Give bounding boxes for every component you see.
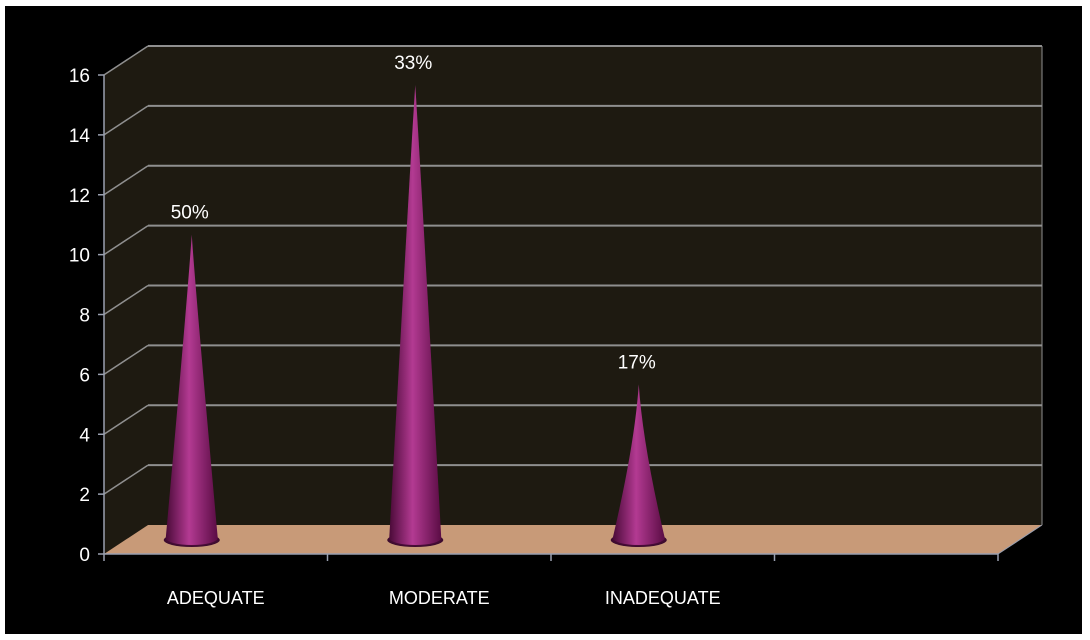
gridlines bbox=[103, 45, 1043, 525]
gridline-side bbox=[103, 344, 149, 376]
gridline-side bbox=[103, 404, 149, 435]
axes bbox=[98, 74, 1043, 561]
cone-bar bbox=[165, 234, 218, 545]
cone-bar-chart: 0 2 4 6 8 10 12 14 16 ADEQUATE MODERATE INADEQUATE… bbox=[69, 45, 1043, 608]
chart-floor bbox=[104, 525, 1042, 554]
y-tick-label: 6 bbox=[79, 365, 90, 386]
data-label: 50% bbox=[171, 203, 209, 224]
y-tick-label: 2 bbox=[79, 485, 90, 506]
chart-walls bbox=[104, 46, 1042, 554]
data-labels: 50% 33% 17% bbox=[171, 53, 656, 373]
cone-series bbox=[163, 84, 667, 547]
gridline-side bbox=[103, 464, 149, 495]
y-tick-label: 10 bbox=[69, 246, 90, 267]
cone-bar bbox=[612, 384, 665, 545]
data-label: 17% bbox=[618, 352, 656, 373]
y-tick-label: 8 bbox=[79, 306, 90, 327]
y-tick-label: 4 bbox=[79, 425, 90, 446]
y-tick-label: 14 bbox=[69, 126, 91, 147]
y-tick-label: 12 bbox=[69, 186, 90, 207]
data-label: 33% bbox=[394, 53, 432, 74]
x-axis-category-labels: ADEQUATE MODERATE INADEQUATE bbox=[167, 588, 721, 608]
x-category-label: MODERATE bbox=[389, 588, 490, 608]
y-tick-label: 16 bbox=[69, 66, 90, 87]
x-category-label: INADEQUATE bbox=[605, 588, 721, 608]
chart-frame: 0 2 4 6 8 10 12 14 16 ADEQUATE MODERATE INADEQUATE… bbox=[5, 6, 1082, 634]
x-category-label: ADEQUATE bbox=[167, 588, 265, 608]
gridline-side bbox=[103, 224, 149, 256]
floor-right-edge bbox=[997, 524, 1043, 555]
gridline-side bbox=[103, 105, 149, 136]
y-axis-tick-labels: 0 2 4 6 8 10 12 14 16 bbox=[69, 66, 91, 566]
gridline-side bbox=[103, 284, 149, 316]
gridline-side bbox=[103, 45, 149, 76]
floor bbox=[104, 525, 1042, 554]
gridline-side bbox=[103, 165, 149, 196]
y-tick-label: 0 bbox=[79, 545, 90, 566]
cone-bar bbox=[389, 84, 442, 545]
